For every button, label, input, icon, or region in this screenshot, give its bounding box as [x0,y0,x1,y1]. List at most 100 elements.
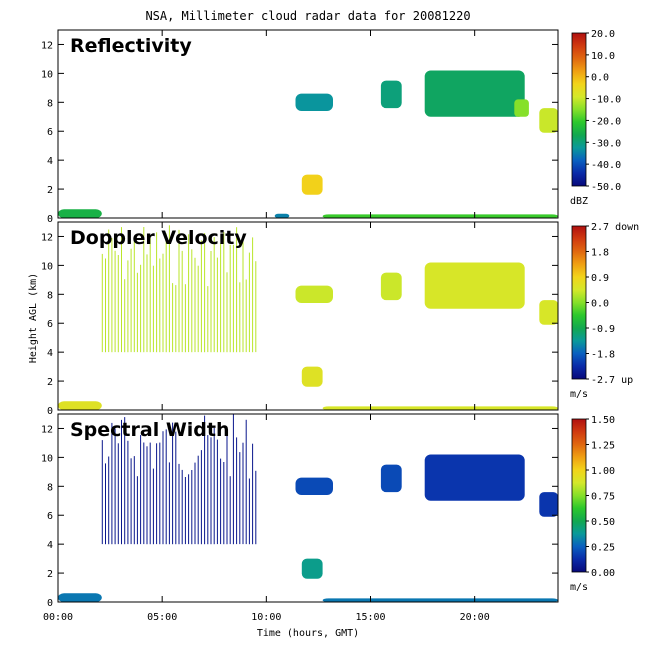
echo-streak [239,452,241,545]
echo-streak [111,237,113,353]
colorbar-tick-label: 0.00 [591,568,615,579]
echo-streak [188,474,190,545]
echo-streak [216,257,218,353]
echo-streak [200,450,202,545]
colorbar-tick-label: -40.0 [591,160,621,171]
echo-streak [197,265,199,353]
echo-streak [210,251,212,353]
colorbar-tick-label: 0.50 [591,517,615,528]
y-tick-label: 2 [47,185,53,196]
colorbar: 1.50 1.25 1.00 0.75 0.50 0.25 0.00m/s [570,415,615,593]
echo-streak [213,428,215,545]
echo-streak [136,272,138,353]
echo-streak [194,257,196,353]
echo-streak [117,255,119,353]
echo-streak [159,258,161,353]
colorbar-tick-label: -1.8 [591,350,615,361]
echo-region [514,99,529,117]
echo-streak [172,283,174,353]
echo-streak [255,261,257,353]
echo-streak [124,417,126,545]
echo-streak [149,237,151,353]
echo-streak [184,284,186,353]
echo-streak [248,252,250,353]
echo-region [295,285,333,303]
echo-region [539,300,559,325]
colorbar-gradient [571,32,587,187]
y-tick-label: 12 [41,40,53,51]
echo-streak [252,237,254,353]
colorbar-unit: dBZ [570,196,588,207]
echo-region [295,477,333,495]
colorbar-tick-label: 0.0 [591,73,609,84]
colorbar-tick-label: 1.00 [591,466,615,477]
echo-streak [175,431,177,545]
panel-1: 0 2 4 6 8 10 12 Doppler Velocity [41,221,559,417]
echo-streak [117,443,119,545]
colorbar-tick-label: 1.25 [591,441,615,452]
y-tick-label: 6 [47,511,53,522]
colorbar-gradient [571,418,587,573]
echo-streak [245,419,247,545]
echo-region [322,598,558,602]
colorbar-tick-label: 1.50 [591,415,615,426]
y-tick-label: 12 [41,424,53,435]
echo-streak [114,428,116,545]
x-tick-labels: 00:00 05:00 10:00 15:00 20:00 [43,612,490,623]
panel-title: Doppler Velocity [70,227,247,249]
echo-streak [108,456,110,545]
panel-2: 0 2 4 6 8 10 12 Spectral Width [41,413,559,609]
echo-region [424,262,525,309]
echo-streak [159,442,161,545]
echo-streak [181,469,183,545]
echo-streak [232,414,234,545]
y-tick-label: 2 [47,377,53,388]
echo-streak [181,250,183,353]
echo-streak [114,250,116,353]
y-tick-label: 8 [47,290,53,301]
echo-streak [188,234,190,353]
colorbar-tick-label: -0.9 [591,324,615,335]
echo-streak [143,442,145,545]
y-tick-label: 12 [41,232,53,243]
echo-streaks [101,225,257,353]
colorbar-tick-label: 0.9 [591,273,609,284]
echo-streak [226,272,228,353]
echo-region [380,464,402,493]
x-tick-label: 20:00 [460,612,490,623]
panel-title: Spectral Width [70,419,230,441]
colorbar-unit: m/s [570,389,588,400]
echo-streak [245,279,247,353]
echo-streak [130,248,132,353]
echo-region [380,272,402,301]
echo-streak [105,463,106,545]
echo-streak [101,440,103,545]
echo-region [301,174,323,195]
echo-streak [236,437,238,545]
echo-streak [200,240,202,353]
echo-streak [165,233,167,353]
y-tick-label: 0 [47,598,53,609]
echo-streak [168,462,170,545]
x-tick-label: 05:00 [147,612,177,623]
colorbar-tick-label: -50.0 [591,182,621,193]
colorbar: 2.7 down 1.8 0.9 0.0 -0.9 -1.8 -2.7 upm/s [570,222,639,400]
echo-streak [197,455,199,545]
colorbar-tick-label: 1.8 [591,248,609,259]
echo-streak [152,265,154,353]
echo-streak [204,233,206,353]
x-tick-label: 10:00 [251,612,281,623]
echo-streak [207,435,209,545]
echo-region [295,93,333,111]
y-tick-label: 6 [47,319,53,330]
echo-streak [223,232,225,353]
colorbar-tick-label: -2.7 up [591,375,633,386]
y-tick-label: 8 [47,482,53,493]
colorbar-tick-label: -20.0 [591,116,621,127]
echo-region [322,406,558,410]
echo-streak [175,285,177,353]
y-tick-label: 4 [47,540,53,551]
echo-region [58,209,102,218]
colorbar-tick-label: 0.75 [591,492,615,503]
